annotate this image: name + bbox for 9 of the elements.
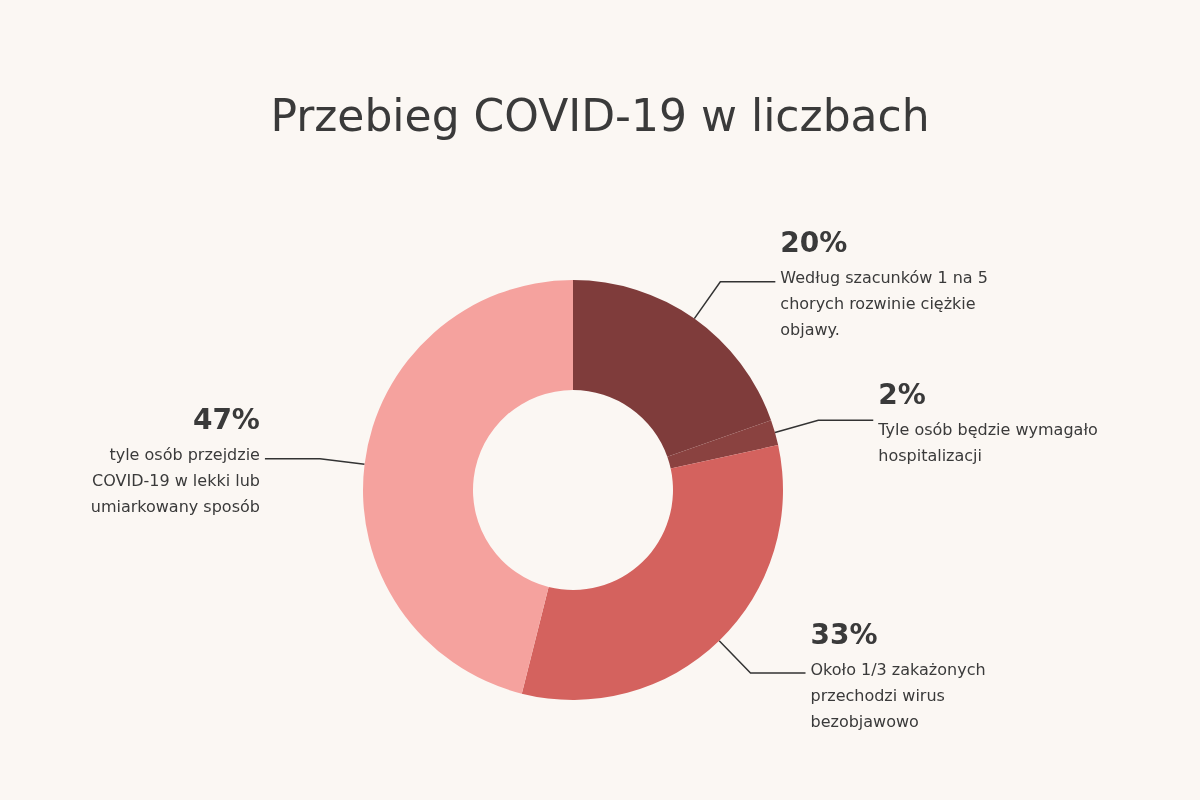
data-label: 2% bbox=[878, 377, 926, 411]
slice-label: Około 1/3 zakażonych przechodzi wirus bezobjawowo bbox=[810, 659, 986, 731]
data-label: 47% bbox=[192, 403, 260, 437]
slice-label: Tyle osób będzie wymagało hospitalizacji bbox=[877, 419, 1098, 465]
slice-label: tyle osób przejdzie COVID-19 w lekki lub umiarkowany sposób bbox=[90, 445, 260, 517]
data-label: 20% bbox=[780, 226, 848, 260]
slice-label: Według szacunków 1 na 5 chorych rozwinie ciężkie objawy. bbox=[780, 268, 988, 340]
chart-title: Przebieg COVID-19 w liczbach bbox=[270, 89, 930, 141]
data-label: 33% bbox=[810, 617, 878, 651]
